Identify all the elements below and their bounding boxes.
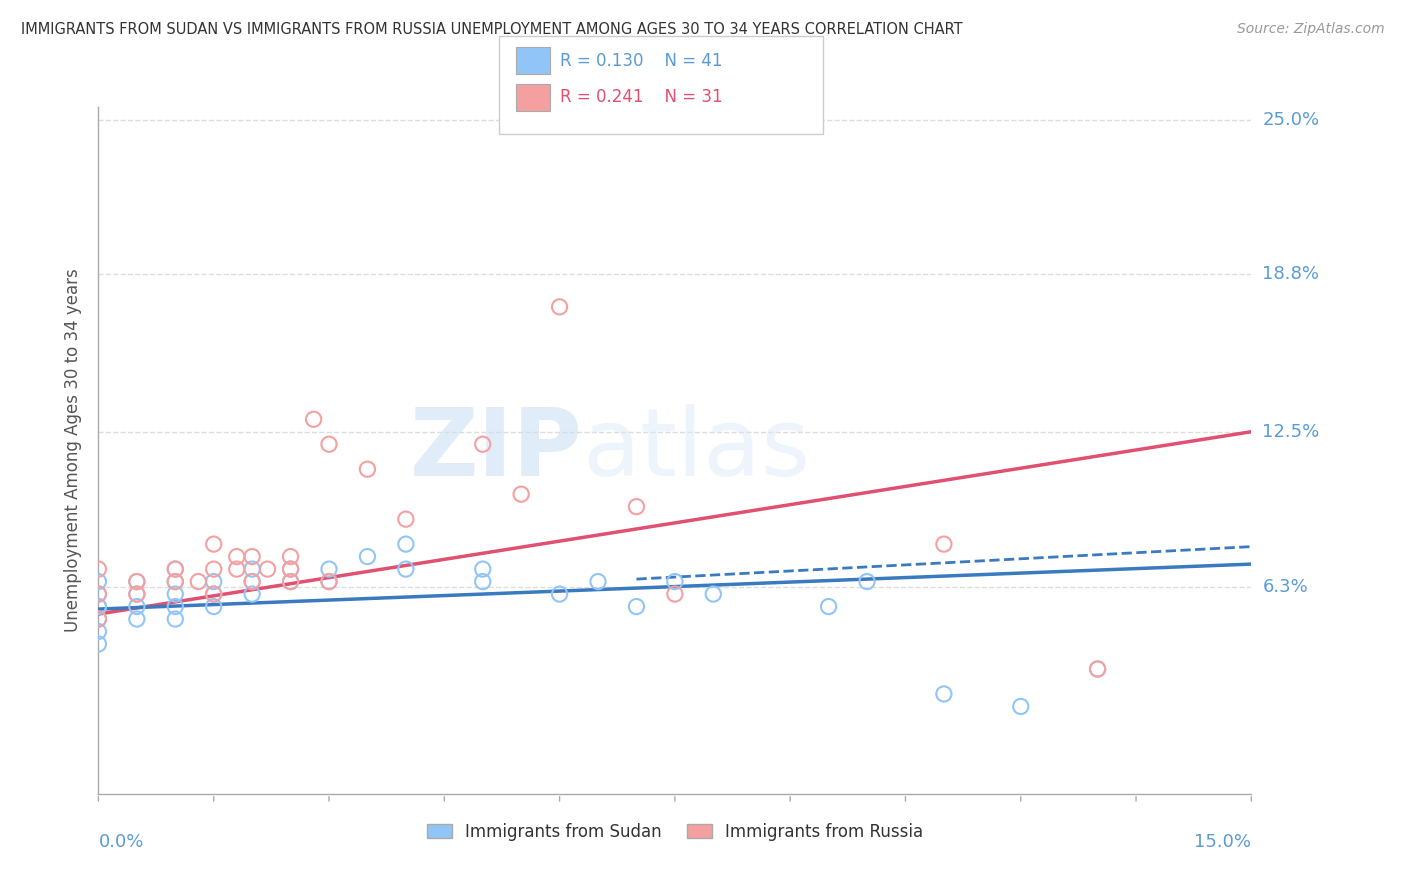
Text: R = 0.241    N = 31: R = 0.241 N = 31 xyxy=(560,88,723,106)
Point xyxy=(87,637,110,651)
Point xyxy=(202,537,225,551)
Point xyxy=(87,587,110,601)
Point xyxy=(856,574,879,589)
Point xyxy=(202,599,225,614)
Point xyxy=(548,300,571,314)
Point xyxy=(165,587,187,601)
Point xyxy=(240,574,263,589)
Point xyxy=(87,574,110,589)
Y-axis label: Unemployment Among Ages 30 to 34 years: Unemployment Among Ages 30 to 34 years xyxy=(63,268,82,632)
Point xyxy=(87,624,110,639)
Point xyxy=(318,574,340,589)
Point xyxy=(395,562,418,576)
Point xyxy=(87,599,110,614)
Text: 12.5%: 12.5% xyxy=(1263,423,1320,441)
Point xyxy=(932,537,955,551)
Point xyxy=(702,587,724,601)
Point xyxy=(626,599,648,614)
Text: atlas: atlas xyxy=(582,404,811,497)
Point xyxy=(87,562,110,576)
Point xyxy=(395,537,418,551)
Point xyxy=(280,562,302,576)
Point xyxy=(125,599,148,614)
Point xyxy=(395,512,418,526)
Text: 15.0%: 15.0% xyxy=(1194,833,1251,851)
Point xyxy=(165,562,187,576)
Point xyxy=(817,599,839,614)
Point xyxy=(240,562,263,576)
Point xyxy=(87,612,110,626)
Text: 18.8%: 18.8% xyxy=(1263,266,1319,284)
Point xyxy=(471,574,494,589)
Text: IMMIGRANTS FROM SUDAN VS IMMIGRANTS FROM RUSSIA UNEMPLOYMENT AMONG AGES 30 TO 34: IMMIGRANTS FROM SUDAN VS IMMIGRANTS FROM… xyxy=(21,22,963,37)
Point xyxy=(202,574,225,589)
Text: R = 0.130    N = 41: R = 0.130 N = 41 xyxy=(560,52,723,70)
Point xyxy=(225,562,247,576)
Point xyxy=(165,612,187,626)
Point xyxy=(471,437,494,451)
Text: Source: ZipAtlas.com: Source: ZipAtlas.com xyxy=(1237,22,1385,37)
Point xyxy=(225,549,247,564)
Point xyxy=(87,599,110,614)
Point xyxy=(187,574,209,589)
Point xyxy=(280,574,302,589)
Point xyxy=(240,549,263,564)
Point xyxy=(302,412,325,426)
Point xyxy=(1087,662,1109,676)
Point xyxy=(586,574,609,589)
Point xyxy=(280,574,302,589)
Point xyxy=(664,574,686,589)
Point xyxy=(664,587,686,601)
Point xyxy=(125,587,148,601)
Point xyxy=(125,612,148,626)
Point xyxy=(1087,662,1109,676)
Point xyxy=(510,487,533,501)
Point xyxy=(165,574,187,589)
Point xyxy=(165,562,187,576)
Point xyxy=(165,599,187,614)
Point xyxy=(356,549,378,564)
Point xyxy=(87,587,110,601)
Point xyxy=(202,562,225,576)
Point xyxy=(125,574,148,589)
Text: 6.3%: 6.3% xyxy=(1263,578,1308,596)
Text: 25.0%: 25.0% xyxy=(1263,111,1320,128)
Point xyxy=(240,587,263,601)
Point xyxy=(626,500,648,514)
Point xyxy=(280,562,302,576)
Point xyxy=(318,562,340,576)
Text: ZIP: ZIP xyxy=(409,404,582,497)
Point xyxy=(280,549,302,564)
Point xyxy=(125,587,148,601)
Point xyxy=(256,562,278,576)
Point xyxy=(471,562,494,576)
Point xyxy=(202,587,225,601)
Point xyxy=(240,574,263,589)
Point xyxy=(356,462,378,476)
Point xyxy=(1010,699,1032,714)
Legend: Immigrants from Sudan, Immigrants from Russia: Immigrants from Sudan, Immigrants from R… xyxy=(420,816,929,847)
Text: 0.0%: 0.0% xyxy=(98,833,143,851)
Point xyxy=(202,587,225,601)
Point xyxy=(165,574,187,589)
Point xyxy=(125,574,148,589)
Point xyxy=(318,574,340,589)
Point xyxy=(932,687,955,701)
Point xyxy=(548,587,571,601)
Point xyxy=(87,612,110,626)
Point xyxy=(318,437,340,451)
